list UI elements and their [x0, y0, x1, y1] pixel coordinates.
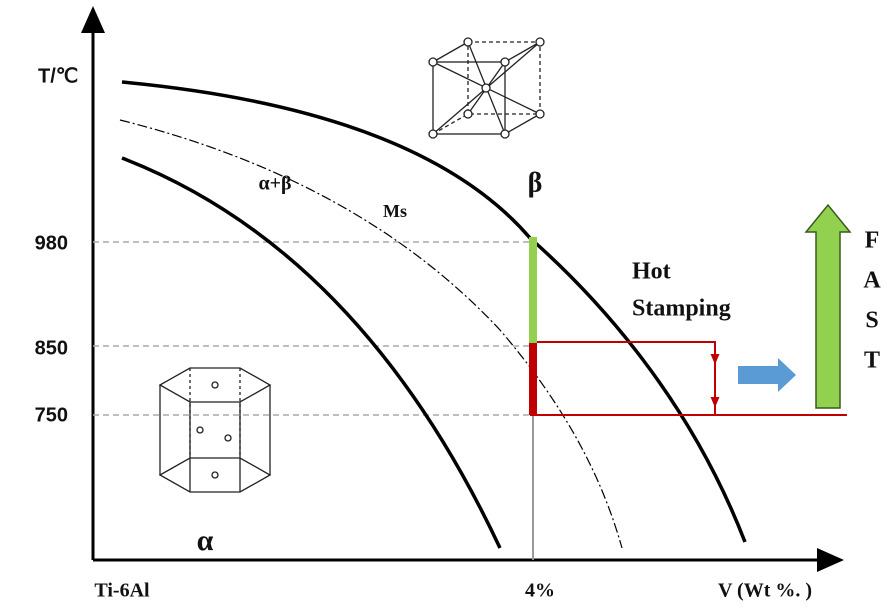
y-tick: 850 [35, 337, 68, 359]
process-label: Stamping [632, 296, 731, 322]
y-label: T/℃ [38, 65, 78, 87]
ms-label: Ms [383, 201, 407, 221]
phase-diagram: T/℃ 980 850 750 Ti-6Al 4% V (Wt %. ) β α… [0, 0, 887, 609]
guides [93, 242, 530, 415]
process-label: Hot [632, 259, 671, 285]
alpha-boundary [122, 158, 500, 548]
y-tick: 980 [35, 232, 68, 254]
x-mark-label: 4% [525, 580, 555, 602]
fast-arrow [806, 205, 850, 408]
fast-letter: F [865, 228, 880, 254]
fast-letter: A [863, 268, 881, 294]
alpha-label: α [197, 524, 214, 557]
blue-arrow [738, 358, 796, 392]
y-tick: 750 [35, 404, 68, 426]
x-left-label: Ti-6Al [94, 580, 150, 602]
bcc-icon [429, 38, 544, 138]
x-right-label: V (Wt %. ) [718, 580, 812, 602]
ms-line [120, 120, 622, 548]
green-bar [529, 237, 537, 343]
red-box [537, 342, 715, 415]
hcp-icon [160, 368, 270, 492]
beta-label: β [528, 167, 543, 198]
red-bar [529, 343, 537, 415]
fast-letter: S [865, 308, 878, 334]
alpha-beta-label: α+β [258, 173, 291, 195]
fast-letter: T [864, 348, 880, 374]
